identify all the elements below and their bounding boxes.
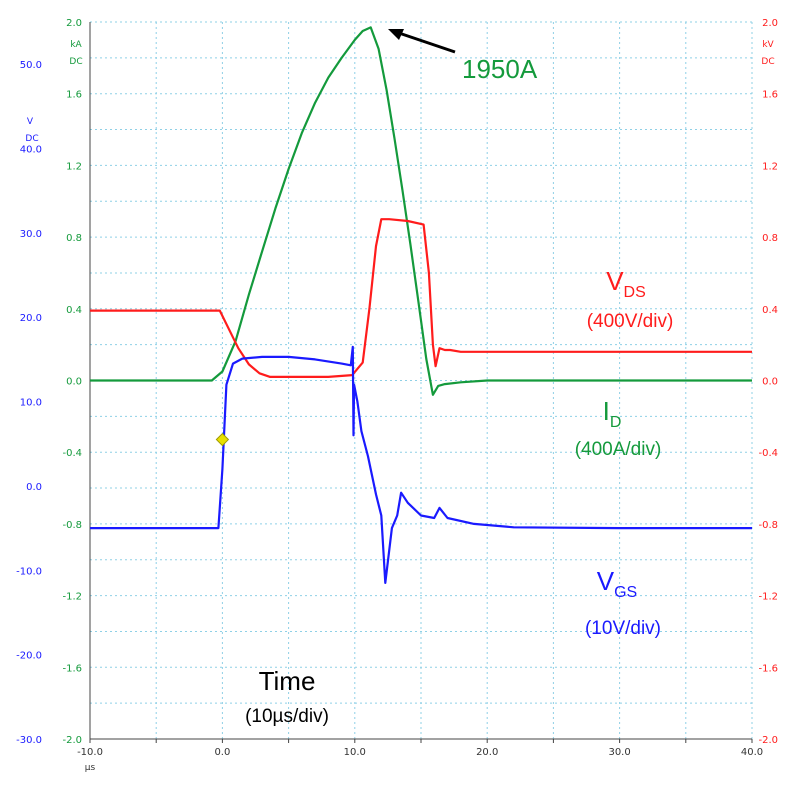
time-label: Time [259,666,316,696]
x-tick-label: 20.0 [476,747,498,758]
x-tick-label: 0.0 [214,747,230,758]
x-tick-label: 10.0 [344,747,366,758]
inner-left-y-tick-label: 1.2 [66,161,82,172]
right-y-tick-label: 1.6 [762,90,778,101]
left-y-unit-label: DC [25,134,38,144]
left-y-tick-label: -30.0 [16,735,42,746]
right-y-tick-label: 0.8 [762,233,778,244]
x-unit-label: µs [85,763,96,773]
vgs-label-subscript: GS [614,584,637,601]
right-y-unit-label: kV [762,40,774,50]
left-y-tick-label: 40.0 [20,145,42,156]
left-y-tick-label: 50.0 [20,60,42,71]
inner-left-y-tick-label: -2.0 [62,735,82,746]
peak-arrow-line [392,29,456,54]
inner-left-y-tick-label: -1.6 [62,663,82,674]
inner-left-y-tick-label: 0.4 [66,305,82,316]
right-y-tick-label: 0.0 [762,377,778,388]
right-y-tick-label: -1.6 [758,663,778,674]
vgs-voltage-line [90,345,752,584]
id-scale-label: (400A/div) [575,439,662,460]
vds-voltage-line [90,218,752,378]
time-scale-label: (10µs/div) [245,706,329,727]
right-y-tick-label: 0.4 [762,305,778,316]
vds-label-main: V [606,266,624,296]
right-y-tick-label: -1.2 [758,592,778,603]
x-tick-label: 40.0 [741,747,763,758]
inner-left-y-tick-label: 0.8 [66,233,82,244]
peak-arrow-head [388,29,404,40]
peak-label: 1950A [462,54,538,84]
vds-label-subscript: DS [624,284,646,301]
id-label: ID [603,396,622,431]
right-y-tick-label: 1.2 [762,161,778,172]
vgs-scale-label: (10V/div) [585,618,661,639]
inner-left-y-tick-label: 0.0 [66,377,82,388]
left-y-tick-label: -20.0 [16,651,42,662]
vds-scale-label: (400V/div) [587,311,674,332]
left-y-tick-label: 10.0 [20,398,42,409]
inner-left-y-tick-label: 2.0 [66,18,82,29]
inner-left-y-tick-label: 1.6 [66,90,82,101]
left-y-tick-label: -10.0 [16,566,42,577]
vgs-label: VGS [597,566,637,601]
right-y-tick-label: -2.0 [758,735,778,746]
x-tick-label: -10.0 [77,747,103,758]
id-current-line [90,26,752,396]
trigger-marker [215,432,230,447]
left-y-unit-label: V [27,117,34,127]
vgs-label-main: V [597,566,615,596]
left-y-tick-label: 0.0 [26,482,42,493]
series-layer [90,26,752,584]
right-y-tick-label: -0.8 [758,520,778,531]
id-label-main: I [603,396,610,426]
right-y-tick-label: -0.4 [758,448,778,459]
id-label-subscript: D [610,414,622,431]
left-y-tick-label: 20.0 [20,313,42,324]
axes: -10.0 0.0 10.0 20.0 30.0 40.0 µs 50.0 40.0 30.0 20… [16,18,778,773]
right-y-tick-label: 2.0 [762,18,778,29]
vds-label: VDS [606,266,646,301]
x-tick-label: 30.0 [608,747,630,758]
inner-left-y-tick-label: -1.2 [62,592,82,603]
inner-left-y-unit-label: kA [70,40,82,50]
inner-left-y-unit-label: DC [69,57,82,67]
inner-left-y-tick-label: -0.8 [62,520,82,531]
annotations: 1950AVDS(400V/div)ID(400A/div)VGS(10V/di… [245,29,673,727]
left-y-tick-label: 30.0 [20,229,42,240]
inner-left-y-tick-label: -0.4 [62,448,82,459]
right-y-unit-label: DC [761,57,774,67]
